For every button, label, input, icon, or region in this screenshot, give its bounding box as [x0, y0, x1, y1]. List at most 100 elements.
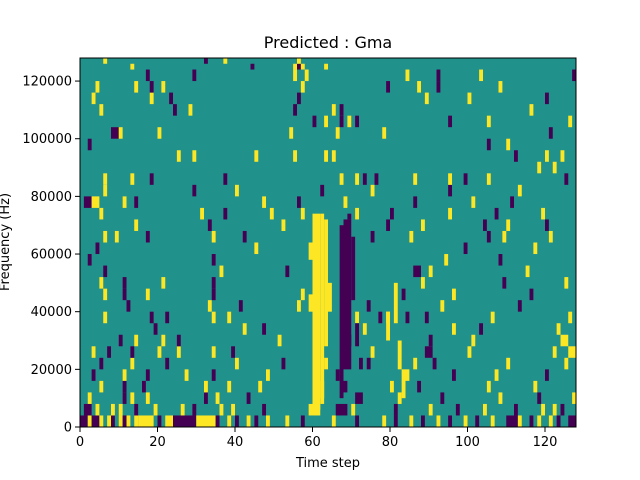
heatmap-cell	[506, 138, 511, 151]
heatmap-cell	[297, 196, 301, 208]
heatmap-cell	[440, 392, 445, 404]
heatmap-cell	[545, 369, 549, 381]
heatmap-cell	[486, 230, 491, 243]
heatmap-cell	[339, 104, 344, 116]
heatmap-cell	[490, 311, 495, 324]
heatmap-cell	[254, 415, 259, 427]
heatmap-cell	[153, 323, 158, 335]
heatmap-cell	[355, 173, 360, 185]
heatmap-cell	[483, 219, 487, 231]
heatmap-cell	[556, 415, 561, 427]
heatmap-cell	[180, 403, 185, 416]
heatmap-cell	[448, 173, 453, 185]
heatmap-cell	[486, 380, 491, 393]
heatmap-cell	[498, 392, 503, 404]
heatmap-cell	[556, 323, 561, 335]
heatmap-cell	[308, 242, 313, 260]
heatmap-cell	[99, 207, 104, 220]
heatmap-cell	[471, 196, 476, 208]
heatmap-cell	[359, 357, 363, 370]
heatmap-cell	[211, 230, 216, 243]
heatmap-cell	[393, 415, 398, 427]
heatmap-cell	[134, 415, 139, 427]
heatmap-cell	[312, 403, 321, 416]
heatmap-cell	[107, 415, 112, 427]
heatmap-cell	[211, 311, 216, 324]
heatmap-cell	[471, 334, 476, 347]
heatmap-cell	[564, 277, 569, 289]
heatmap-cell	[262, 403, 267, 416]
heatmap-cell	[91, 346, 96, 358]
heatmap-cell	[91, 369, 96, 381]
heatmap-cell	[537, 392, 542, 404]
heatmap-cell	[413, 173, 418, 185]
heatmap-cell	[145, 69, 150, 82]
heatmap-cell	[262, 196, 267, 208]
heatmap-cell	[103, 173, 108, 185]
x-tick-label: 60	[304, 435, 321, 450]
heatmap-cell	[506, 357, 511, 370]
heatmap-cell	[545, 150, 549, 162]
x-tick-label: 100	[455, 435, 480, 450]
heatmap-cell	[572, 392, 577, 404]
heatmap-cell	[386, 219, 391, 231]
heatmap-cell	[339, 225, 344, 399]
heatmap-cell	[355, 415, 360, 427]
heatmap-cell	[560, 334, 569, 347]
heatmap-cell	[300, 415, 305, 427]
heatmap-cell	[122, 288, 127, 301]
y-tick-label: 20000	[31, 363, 72, 378]
heatmap-cell	[397, 392, 402, 404]
heatmap-cell	[362, 323, 367, 335]
heatmap-cell	[122, 277, 127, 289]
heatmap-cell	[173, 104, 177, 116]
heatmap-cell	[506, 219, 511, 231]
heatmap-cell	[320, 184, 325, 197]
heatmap-cell	[328, 282, 332, 312]
heatmap-cell	[564, 357, 569, 370]
heatmap-cell	[378, 311, 383, 324]
heatmap-cell	[192, 150, 197, 162]
heatmap-cell	[122, 392, 127, 404]
heatmap-cell	[370, 346, 375, 358]
heatmap-cell	[548, 127, 553, 139]
heatmap-cell	[211, 369, 216, 381]
heatmap-cell	[409, 230, 414, 243]
heatmap-cell	[293, 69, 298, 82]
heatmap-cell	[145, 230, 150, 243]
heatmap-cell	[126, 300, 131, 312]
heatmap-cell	[448, 207, 453, 220]
heatmap-cell	[355, 392, 363, 404]
heatmap-cell	[331, 415, 336, 427]
heatmap-cell	[452, 288, 456, 301]
heatmap-cell	[118, 334, 123, 347]
heatmap-cell	[266, 415, 270, 427]
heatmap-cell	[424, 311, 429, 324]
heatmap-cell	[475, 415, 480, 427]
heatmap-cell	[161, 81, 166, 93]
heatmap-cell	[99, 104, 104, 116]
heatmap-cell	[114, 230, 119, 243]
heatmap-cell	[142, 380, 146, 393]
heatmap-cell	[149, 173, 154, 185]
heatmap-cell	[95, 403, 100, 416]
heatmap-cell	[393, 282, 398, 324]
heatmap-cell	[188, 104, 193, 116]
heatmap-cell	[537, 161, 542, 174]
heatmap-cell	[494, 369, 499, 381]
heatmap-cell	[552, 403, 557, 416]
heatmap-cell	[463, 242, 468, 255]
heatmap-cell	[165, 311, 170, 324]
heatmap-cell	[564, 173, 569, 185]
heatmap-cell	[541, 207, 546, 220]
heatmap-cell	[514, 403, 518, 416]
heatmap-cell	[421, 415, 425, 427]
heatmap-cell	[130, 392, 135, 404]
heatmap-cell	[122, 380, 127, 393]
heatmap-cell	[250, 63, 255, 70]
heatmap-cell	[452, 369, 456, 381]
chart-title: Predicted : Gma	[264, 33, 392, 52]
heatmap-cell	[479, 323, 484, 335]
heatmap-cell	[138, 415, 154, 427]
heatmap-cell	[149, 92, 154, 105]
